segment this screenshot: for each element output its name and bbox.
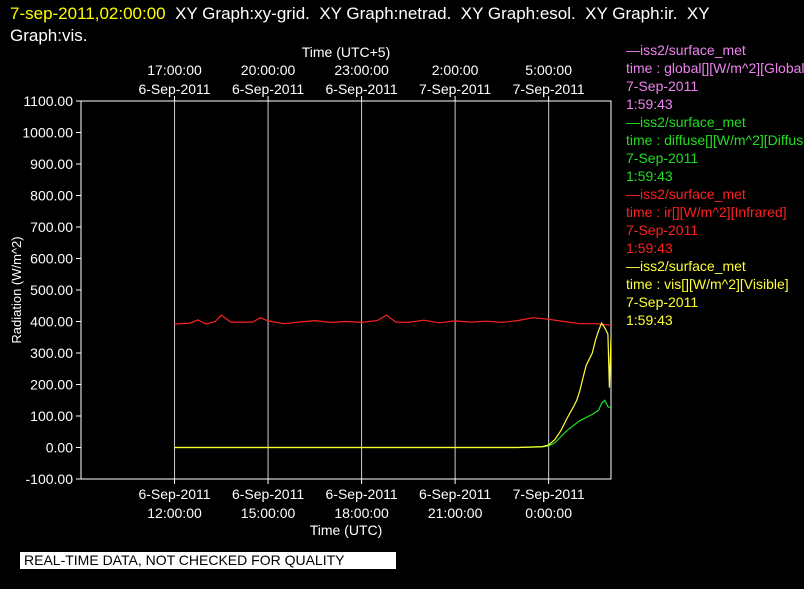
x-tick-time: 12:00:00 [147, 505, 202, 521]
legend-label: time : global[][W/m^2][Global [626, 60, 804, 76]
x2-tick-time: 17:00:00 [147, 62, 202, 78]
legend-source: —iss2/surface_met [626, 186, 746, 202]
y-tick-label: 800.00 [30, 188, 73, 204]
legend-source: —iss2/surface_met [626, 258, 746, 274]
x2-tick-time: 2:00:00 [432, 62, 479, 78]
x2-axis-label: Time (UTC+5) [302, 44, 391, 60]
x2-tick-time: 20:00:00 [241, 62, 296, 78]
legend-date: 7-Sep-2011 [626, 294, 699, 310]
legend-date: 7-Sep-2011 [626, 222, 699, 238]
legend-date: 7-Sep-2011 [626, 78, 699, 94]
y-tick-label: 1100.00 [23, 93, 73, 109]
y-tick-label: 500.00 [30, 282, 73, 298]
x2-tick-date: 7-Sep-2011 [513, 81, 585, 97]
quality-notice: REAL-TIME DATA, NOT CHECKED FOR QUALITY [20, 552, 396, 569]
legend-label: time : ir[][W/m^2][Infrared] [626, 204, 787, 220]
legend-date: 7-Sep-2011 [626, 150, 699, 166]
x-tick-date: 6-Sep-2011 [138, 486, 210, 502]
y-axis-label: Radiation (W/m^2) [9, 236, 24, 343]
x-tick-time: 21:00:00 [428, 505, 483, 521]
y-tick-label: 400.00 [30, 314, 73, 330]
timestamp: 7-sep-2011,02:00:00 [10, 4, 166, 23]
y-tick-label: 1000.00 [22, 125, 73, 141]
x2-tick-date: 6-Sep-2011 [138, 81, 210, 97]
series-line-diffuse [174, 399, 612, 449]
x-tick-time: 15:00:00 [241, 505, 296, 521]
legend-source: —iss2/surface_met [626, 42, 746, 58]
legend-label: time : vis[][W/m^2][Visible] [626, 276, 789, 292]
graph-title-line-1: 7-sep-2011,02:00:00 XY Graph:xy-grid. XY… [10, 4, 710, 24]
x2-tick-date: 6-Sep-2011 [232, 81, 304, 97]
x-tick-date: 7-Sep-2011 [513, 486, 585, 502]
x2-tick-time: 5:00:00 [525, 62, 572, 78]
x-tick-time: 18:00:00 [334, 505, 389, 521]
graph-list: XY Graph:xy-grid. XY Graph:netrad. XY Gr… [165, 4, 710, 23]
y-tick-label: 100.00 [30, 408, 73, 424]
legend-time: 1:59:43 [626, 240, 673, 256]
legend-source: —iss2/surface_met [626, 114, 746, 130]
x-tick-date: 6-Sep-2011 [419, 486, 491, 502]
legend-label: time : diffuse[][W/m^2][Diffuse [626, 132, 804, 148]
x-axis-label: Time (UTC) [310, 522, 383, 538]
series-line-infrared [174, 314, 612, 326]
y-tick-label: 200.00 [30, 377, 73, 393]
y-tick-label: 600.00 [30, 251, 73, 267]
graph-title-line-2: Graph:vis. [10, 26, 88, 45]
x2-tick-date: 7-Sep-2011 [419, 81, 491, 97]
legend-time: 1:59:43 [626, 96, 673, 112]
legend-time: 1:59:43 [626, 168, 673, 184]
plot-frame [80, 100, 612, 480]
y-tick-label: 900.00 [30, 156, 73, 172]
series-line-visible [174, 321, 612, 449]
y-tick-label: -100.00 [26, 471, 74, 487]
x-tick-time: 0:00:00 [525, 505, 572, 521]
x-tick-date: 6-Sep-2011 [232, 486, 304, 502]
x-tick-date: 6-Sep-2011 [326, 486, 398, 502]
x2-tick-date: 6-Sep-2011 [326, 81, 398, 97]
y-tick-label: 0.00 [46, 440, 73, 456]
y-tick-label: 700.00 [30, 219, 73, 235]
legend-time: 1:59:43 [626, 312, 673, 328]
y-tick-label: 300.00 [30, 345, 73, 361]
x2-tick-time: 23:00:00 [334, 62, 389, 78]
